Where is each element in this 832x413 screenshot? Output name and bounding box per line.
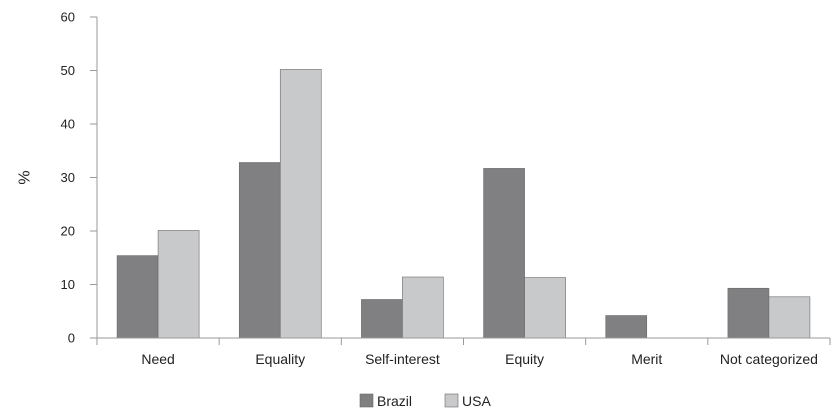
legend-swatch-brazil [359, 393, 374, 408]
x-tick-label: Need [141, 351, 174, 367]
x-tick-label: Self-interest [365, 351, 440, 367]
y-tick-label: 30 [61, 170, 75, 185]
legend-label-brazil: Brazil [377, 393, 412, 409]
bar-usa-self-interest [402, 276, 444, 339]
bar-usa-equality [279, 69, 322, 339]
x-tick-label: Not categorized [720, 351, 818, 367]
x-tick-label: Equality [255, 351, 305, 367]
x-tick-label: Merit [631, 351, 662, 367]
bar-brazil-not-categorized [727, 287, 770, 339]
bar-brazil-self-interest [361, 299, 403, 339]
y-tick-label: 60 [61, 10, 75, 25]
y-tick-label: 10 [61, 277, 75, 292]
legend: Brazil USA [359, 393, 491, 409]
x-tick-label: Equity [505, 351, 544, 367]
y-tick-label: 40 [61, 117, 75, 132]
bar-brazil-need [116, 255, 159, 339]
bar-usa-equity [524, 277, 566, 339]
axes: 0 10 20 30 40 50 60 Need Equality Self-interest Eq… [61, 10, 831, 367]
bar-brazil-equity [483, 168, 525, 339]
legend-swatch-usa [444, 393, 459, 408]
bar-usa-not-categorized [768, 296, 811, 339]
y-tick-label: 0 [68, 331, 75, 346]
legend-label-usa: USA [462, 393, 491, 409]
bar-brazil-merit [605, 315, 648, 339]
y-axis-title: % [17, 170, 34, 184]
bars [116, 69, 811, 339]
y-tick-label: 20 [61, 224, 75, 239]
bar-brazil-equality [238, 162, 281, 339]
y-tick-label: 50 [61, 63, 75, 78]
bar-usa-need [157, 230, 200, 339]
